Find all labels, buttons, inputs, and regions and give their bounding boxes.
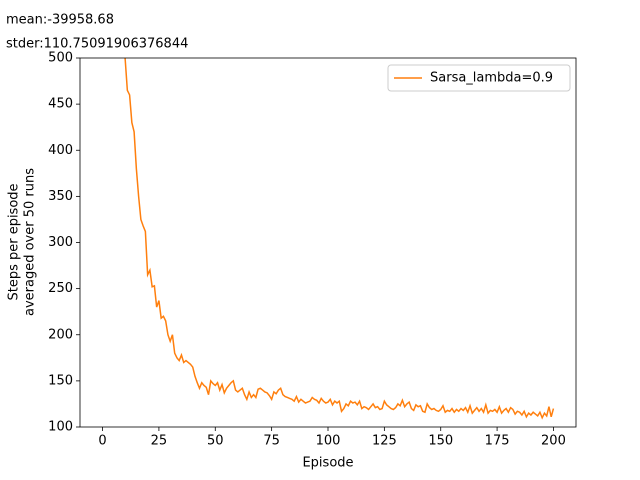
y-tick-label: 250: [48, 281, 73, 296]
annotation: mean:-39958.68: [6, 13, 114, 28]
legend-label: Sarsa_lambda=0.9: [430, 71, 553, 86]
y-tick-label: 100: [48, 420, 73, 435]
x-axis-label: Episode: [302, 456, 353, 471]
y-axis-label: averaged over 50 runs: [23, 168, 38, 316]
x-tick-label: 25: [151, 434, 168, 449]
y-tick-label: 450: [48, 97, 73, 112]
annotation: stder:110.75091906376844: [6, 37, 188, 52]
x-tick-label: 125: [372, 434, 397, 449]
legend-box: [387, 64, 571, 92]
plot-frame: [79, 57, 577, 428]
y-tick-label: 200: [48, 327, 73, 342]
x-tick-label: 150: [428, 434, 453, 449]
y-tick-label: 300: [48, 235, 73, 250]
x-tick-label: 100: [316, 434, 341, 449]
x-tick-label: 75: [263, 434, 280, 449]
x-tick-label: 175: [485, 434, 510, 449]
y-tick-label: 400: [48, 143, 73, 158]
x-tick-label: 50: [207, 434, 224, 449]
x-tick-label: 200: [541, 434, 566, 449]
y-tick-label: 350: [48, 189, 73, 204]
y-tick-label: 150: [48, 373, 73, 388]
x-tick-label: 0: [98, 434, 106, 449]
y-tick-label: 500: [48, 51, 73, 66]
data-line: [124, 58, 555, 420]
y-axis-label: Steps per episode: [7, 183, 22, 300]
